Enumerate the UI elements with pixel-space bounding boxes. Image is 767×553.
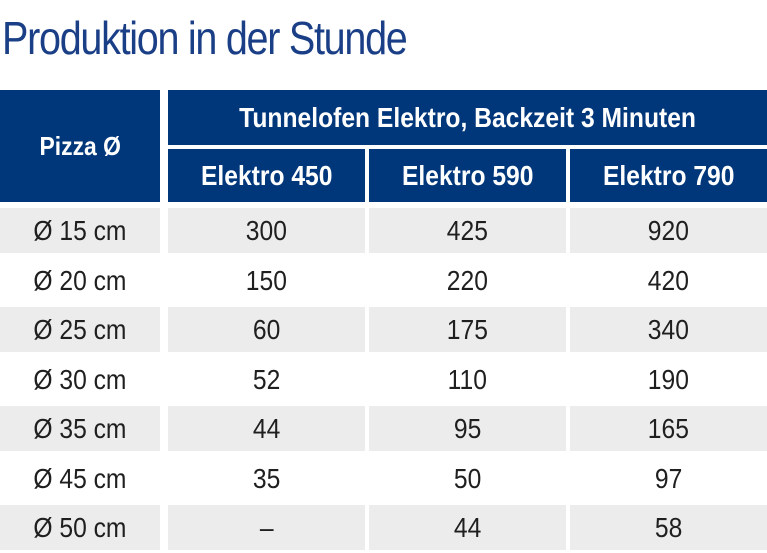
table-cell: 190 [570, 357, 767, 402]
production-value: 52 [252, 363, 281, 395]
column-header-elektro-790: Elektro 790 [570, 149, 767, 202]
table-cell: 50 [369, 456, 566, 501]
table-cell: 175 [369, 307, 566, 352]
production-value: 97 [654, 462, 683, 494]
production-value: – [259, 511, 274, 543]
production-value: 190 [647, 363, 690, 395]
pizza-size-label: Ø 25 cm [33, 313, 127, 345]
pizza-size-cell: Ø 30 cm [0, 357, 160, 402]
page-title: Produktion in der Stunde [2, 12, 408, 64]
production-value: 110 [447, 363, 488, 395]
table-cell: 35 [168, 456, 365, 501]
table-cell: 425 [369, 208, 566, 253]
table-cell: 920 [570, 208, 767, 253]
table-cell: 44 [168, 406, 365, 451]
production-value: 58 [654, 511, 683, 543]
pizza-size-cell: Ø 20 cm [0, 258, 160, 303]
table-cell: 220 [369, 258, 566, 303]
table-cell: 110 [369, 357, 566, 402]
production-value: 425 [446, 214, 489, 246]
production-value: 340 [647, 313, 690, 345]
production-value: 44 [252, 412, 281, 444]
pizza-size-label: Ø 20 cm [33, 264, 127, 296]
production-value: 220 [446, 264, 489, 296]
table-cell: 300 [168, 208, 365, 253]
oven-group-header-label: Tunnelofen Elektro, Backzeit 3 Minuten [239, 101, 696, 133]
production-value: 50 [453, 462, 482, 494]
table-cell: 420 [570, 258, 767, 303]
column-header-elektro-450: Elektro 450 [168, 149, 365, 202]
pizza-size-label: Ø 35 cm [33, 412, 127, 444]
production-value: 300 [245, 214, 288, 246]
production-value: 165 [647, 412, 690, 444]
table-cell: 58 [570, 505, 767, 550]
production-value: 920 [647, 214, 690, 246]
table-cell: 150 [168, 258, 365, 303]
table-cell: 97 [570, 456, 767, 501]
pizza-size-label: Ø 45 cm [33, 462, 127, 494]
column-header-elektro-590: Elektro 590 [369, 149, 566, 202]
table-cell: – [168, 505, 365, 550]
production-value: 150 [245, 264, 288, 296]
production-value: 60 [252, 313, 281, 345]
column-header-label: Elektro 450 [200, 159, 333, 191]
table-cell: 95 [369, 406, 566, 451]
table-cell: 340 [570, 307, 767, 352]
production-value: 44 [453, 511, 482, 543]
pizza-size-label: Ø 30 cm [33, 363, 127, 395]
pizza-size-cell: Ø 45 cm [0, 456, 160, 501]
pizza-size-label: Ø 15 cm [33, 214, 127, 246]
table-cell: 44 [369, 505, 566, 550]
pizza-size-cell: Ø 50 cm [0, 505, 160, 550]
pizza-size-header: Pizza Ø [0, 90, 160, 202]
pizza-size-cell: Ø 15 cm [0, 208, 160, 253]
pizza-size-cell: Ø 35 cm [0, 406, 160, 451]
pizza-size-cell: Ø 25 cm [0, 307, 160, 352]
table-cell: 52 [168, 357, 365, 402]
production-value: 95 [453, 412, 482, 444]
column-header-label: Elektro 590 [401, 159, 534, 191]
oven-group-header: Tunnelofen Elektro, Backzeit 3 Minuten [168, 90, 767, 145]
pizza-size-header-label: Pizza Ø [39, 130, 121, 161]
production-value: 175 [446, 313, 489, 345]
column-header-label: Elektro 790 [602, 159, 735, 191]
table-cell: 60 [168, 307, 365, 352]
pizza-size-label: Ø 50 cm [33, 511, 127, 543]
production-value: 35 [252, 462, 281, 494]
production-value: 420 [647, 264, 690, 296]
table-cell: 165 [570, 406, 767, 451]
